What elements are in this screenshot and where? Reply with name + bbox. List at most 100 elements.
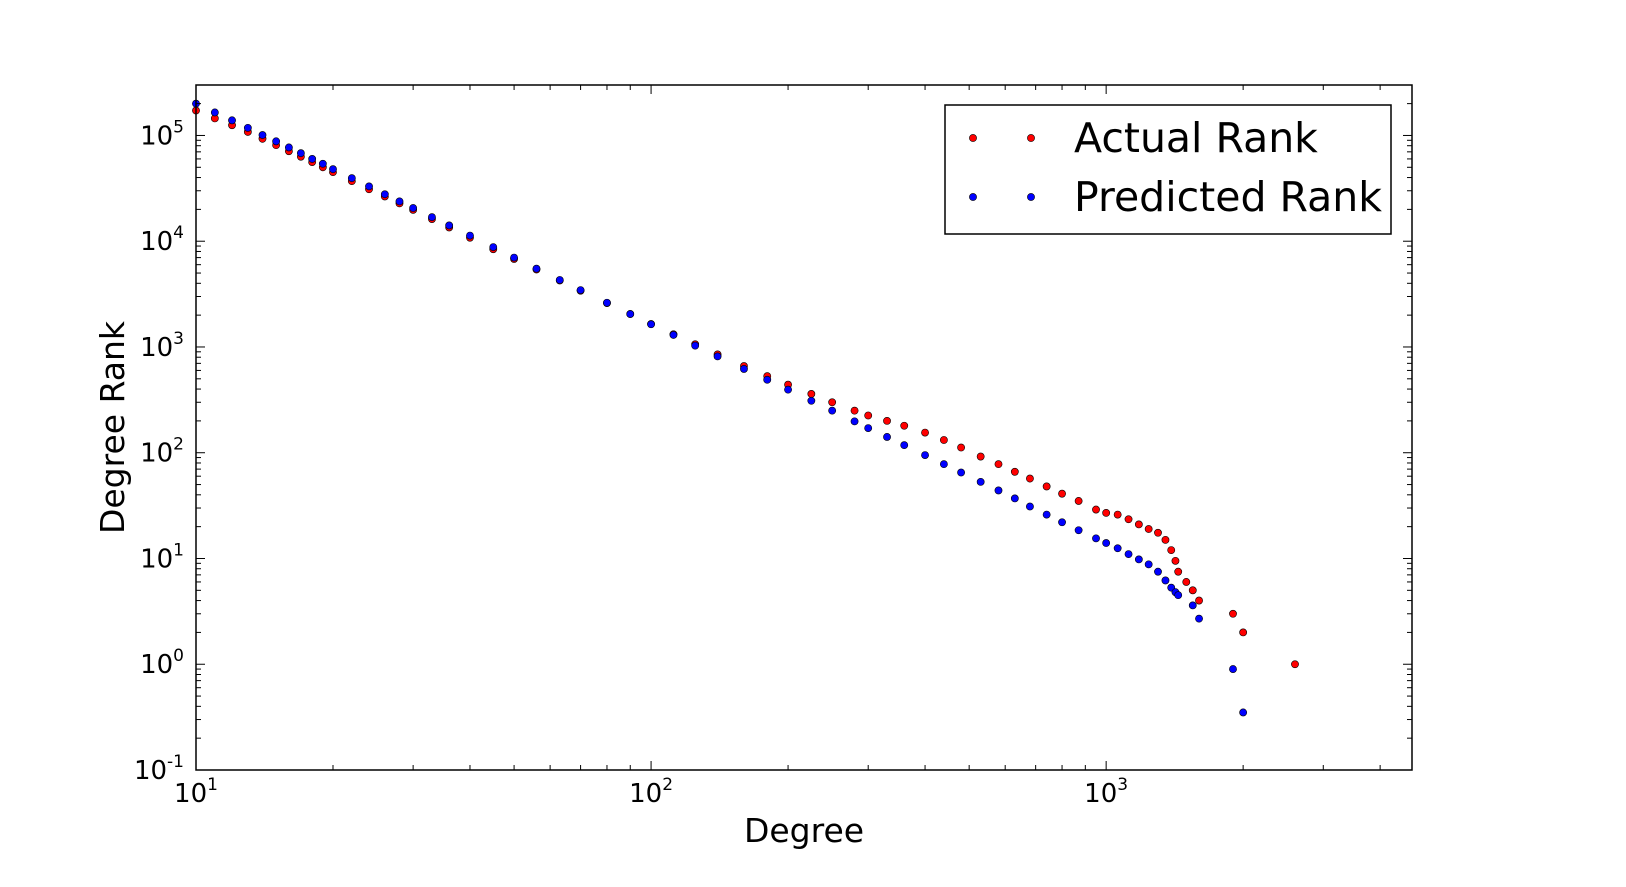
data-point-actual-rank [1291, 660, 1299, 669]
data-point-actual-rank [1026, 474, 1034, 483]
data-point-predicted-rank [532, 264, 541, 273]
data-point-predicted-rank [1144, 560, 1153, 569]
data-point-actual-rank [1102, 508, 1111, 517]
data-point-actual-rank [1010, 467, 1019, 476]
y-axis-title: Degree Rank [93, 320, 132, 534]
x-tick-label: 103 [1084, 775, 1128, 809]
data-point-actual-rank [864, 411, 873, 420]
data-point-actual-rank [1092, 505, 1100, 514]
data-point-predicted-rank [1174, 591, 1183, 600]
data-point-actual-rank [1195, 596, 1203, 605]
data-point-predicted-rank [900, 441, 909, 450]
x-tick-label: 101 [174, 775, 218, 809]
data-point-predicted-rank [1134, 555, 1143, 564]
data-point-predicted-rank [272, 137, 281, 146]
data-point-actual-rank [900, 421, 909, 430]
y-tick-label: 100 [140, 646, 184, 680]
data-point-predicted-rank [647, 320, 655, 329]
data-point-predicted-rank [957, 468, 965, 477]
data-point-actual-rank [1171, 556, 1180, 565]
data-point-predicted-rank [284, 143, 293, 152]
legend: Actual Rank Predicted Rank [944, 104, 1392, 235]
data-point-predicted-rank [1058, 518, 1066, 527]
data-point-predicted-rank [395, 197, 404, 206]
y-tick-label: 104 [140, 223, 184, 257]
data-point-predicted-rank [1124, 550, 1133, 559]
data-point-actual-rank [1174, 567, 1183, 576]
x-axis-title: Degree [744, 811, 864, 850]
data-point-predicted-rank [1010, 494, 1019, 503]
data-point-predicted-rank [784, 385, 792, 394]
data-point-actual-rank [807, 389, 816, 398]
data-point-predicted-rank [1074, 526, 1083, 535]
data-point-actual-rank [1113, 510, 1122, 519]
data-point-predicted-rank [1188, 601, 1197, 610]
data-point-predicted-rank [380, 190, 389, 199]
data-point-actual-rank [1134, 520, 1143, 529]
data-point-actual-rank [1167, 546, 1176, 555]
data-point-predicted-rank [1092, 534, 1100, 543]
axis-tick-labels: 101 102 103 10-1 100 101 102 103 104 105 [134, 117, 1128, 809]
data-point-actual-rank [957, 443, 965, 452]
data-point-predicted-rank [603, 298, 611, 307]
data-point-predicted-rank [365, 182, 373, 191]
axis-ticks [195, 84, 1412, 771]
data-point-actual-rank [1188, 586, 1197, 595]
data-point-predicted-rank [1102, 539, 1111, 547]
x-tick-label: 102 [629, 775, 673, 809]
data-point-predicted-rank [466, 231, 474, 240]
legend-label-predicted: Predicted Rank [1074, 173, 1382, 221]
data-point-actual-rank [1239, 628, 1248, 637]
data-point-predicted-rank [308, 155, 317, 163]
y-tick-label: 10-1 [134, 752, 184, 786]
data-point-predicted-rank [210, 108, 219, 117]
legend-label-actual: Actual Rank [1074, 114, 1318, 162]
data-point-predicted-rank [626, 310, 635, 318]
legend-marker-predicted [969, 193, 977, 201]
data-point-actual-rank [994, 460, 1003, 469]
data-point-predicted-rank [1154, 567, 1162, 576]
y-tick-label: 103 [140, 329, 184, 363]
data-point-actual-rank [883, 416, 891, 425]
data-point-predicted-rank [445, 221, 454, 230]
data-point-predicted-rank [1195, 614, 1203, 623]
data-point-predicted-rank [258, 131, 267, 139]
data-point-predicted-rank [1113, 544, 1122, 553]
data-point-predicted-rank [1229, 665, 1237, 673]
data-point-actual-rank [1182, 578, 1191, 586]
legend-marker-actual [969, 134, 977, 142]
data-point-predicted-rank [318, 159, 327, 168]
data-point-predicted-rank [228, 116, 236, 125]
data-point-predicted-rank [850, 417, 859, 426]
data-point-actual-rank [1229, 609, 1237, 618]
data-point-actual-rank [1058, 489, 1066, 498]
data-point-predicted-rank [740, 365, 748, 373]
data-point-predicted-rank [976, 477, 985, 486]
data-point-predicted-rank [489, 243, 498, 251]
y-tick-label: 102 [140, 435, 184, 469]
legend-marker-actual [1027, 134, 1035, 142]
data-point-actual-rank [850, 406, 859, 415]
data-point-actual-rank [1161, 535, 1170, 544]
data-point-predicted-rank [576, 286, 585, 294]
data-point-predicted-rank [243, 123, 252, 132]
legend-box [944, 104, 1392, 235]
data-point-actual-rank [1144, 525, 1153, 533]
data-point-predicted-rank [1042, 510, 1051, 519]
data-point-predicted-rank [994, 486, 1003, 495]
data-point-actual-rank [921, 428, 929, 437]
data-point-actual-rank [1042, 482, 1051, 491]
data-point-predicted-rank [763, 375, 772, 384]
data-point-predicted-rank [1026, 502, 1034, 511]
data-point-predicted-rank [939, 460, 948, 469]
y-tick-label: 105 [140, 117, 184, 151]
y-tick-label: 101 [140, 540, 184, 574]
data-point-predicted-rank [1161, 576, 1170, 585]
data-point-actual-rank [1074, 497, 1083, 505]
data-point-actual-rank [976, 452, 985, 461]
data-point-predicted-rank [807, 396, 816, 405]
data-point-predicted-rank [883, 433, 891, 441]
data-point-predicted-rank [296, 149, 305, 158]
plot-frame [195, 84, 1413, 771]
